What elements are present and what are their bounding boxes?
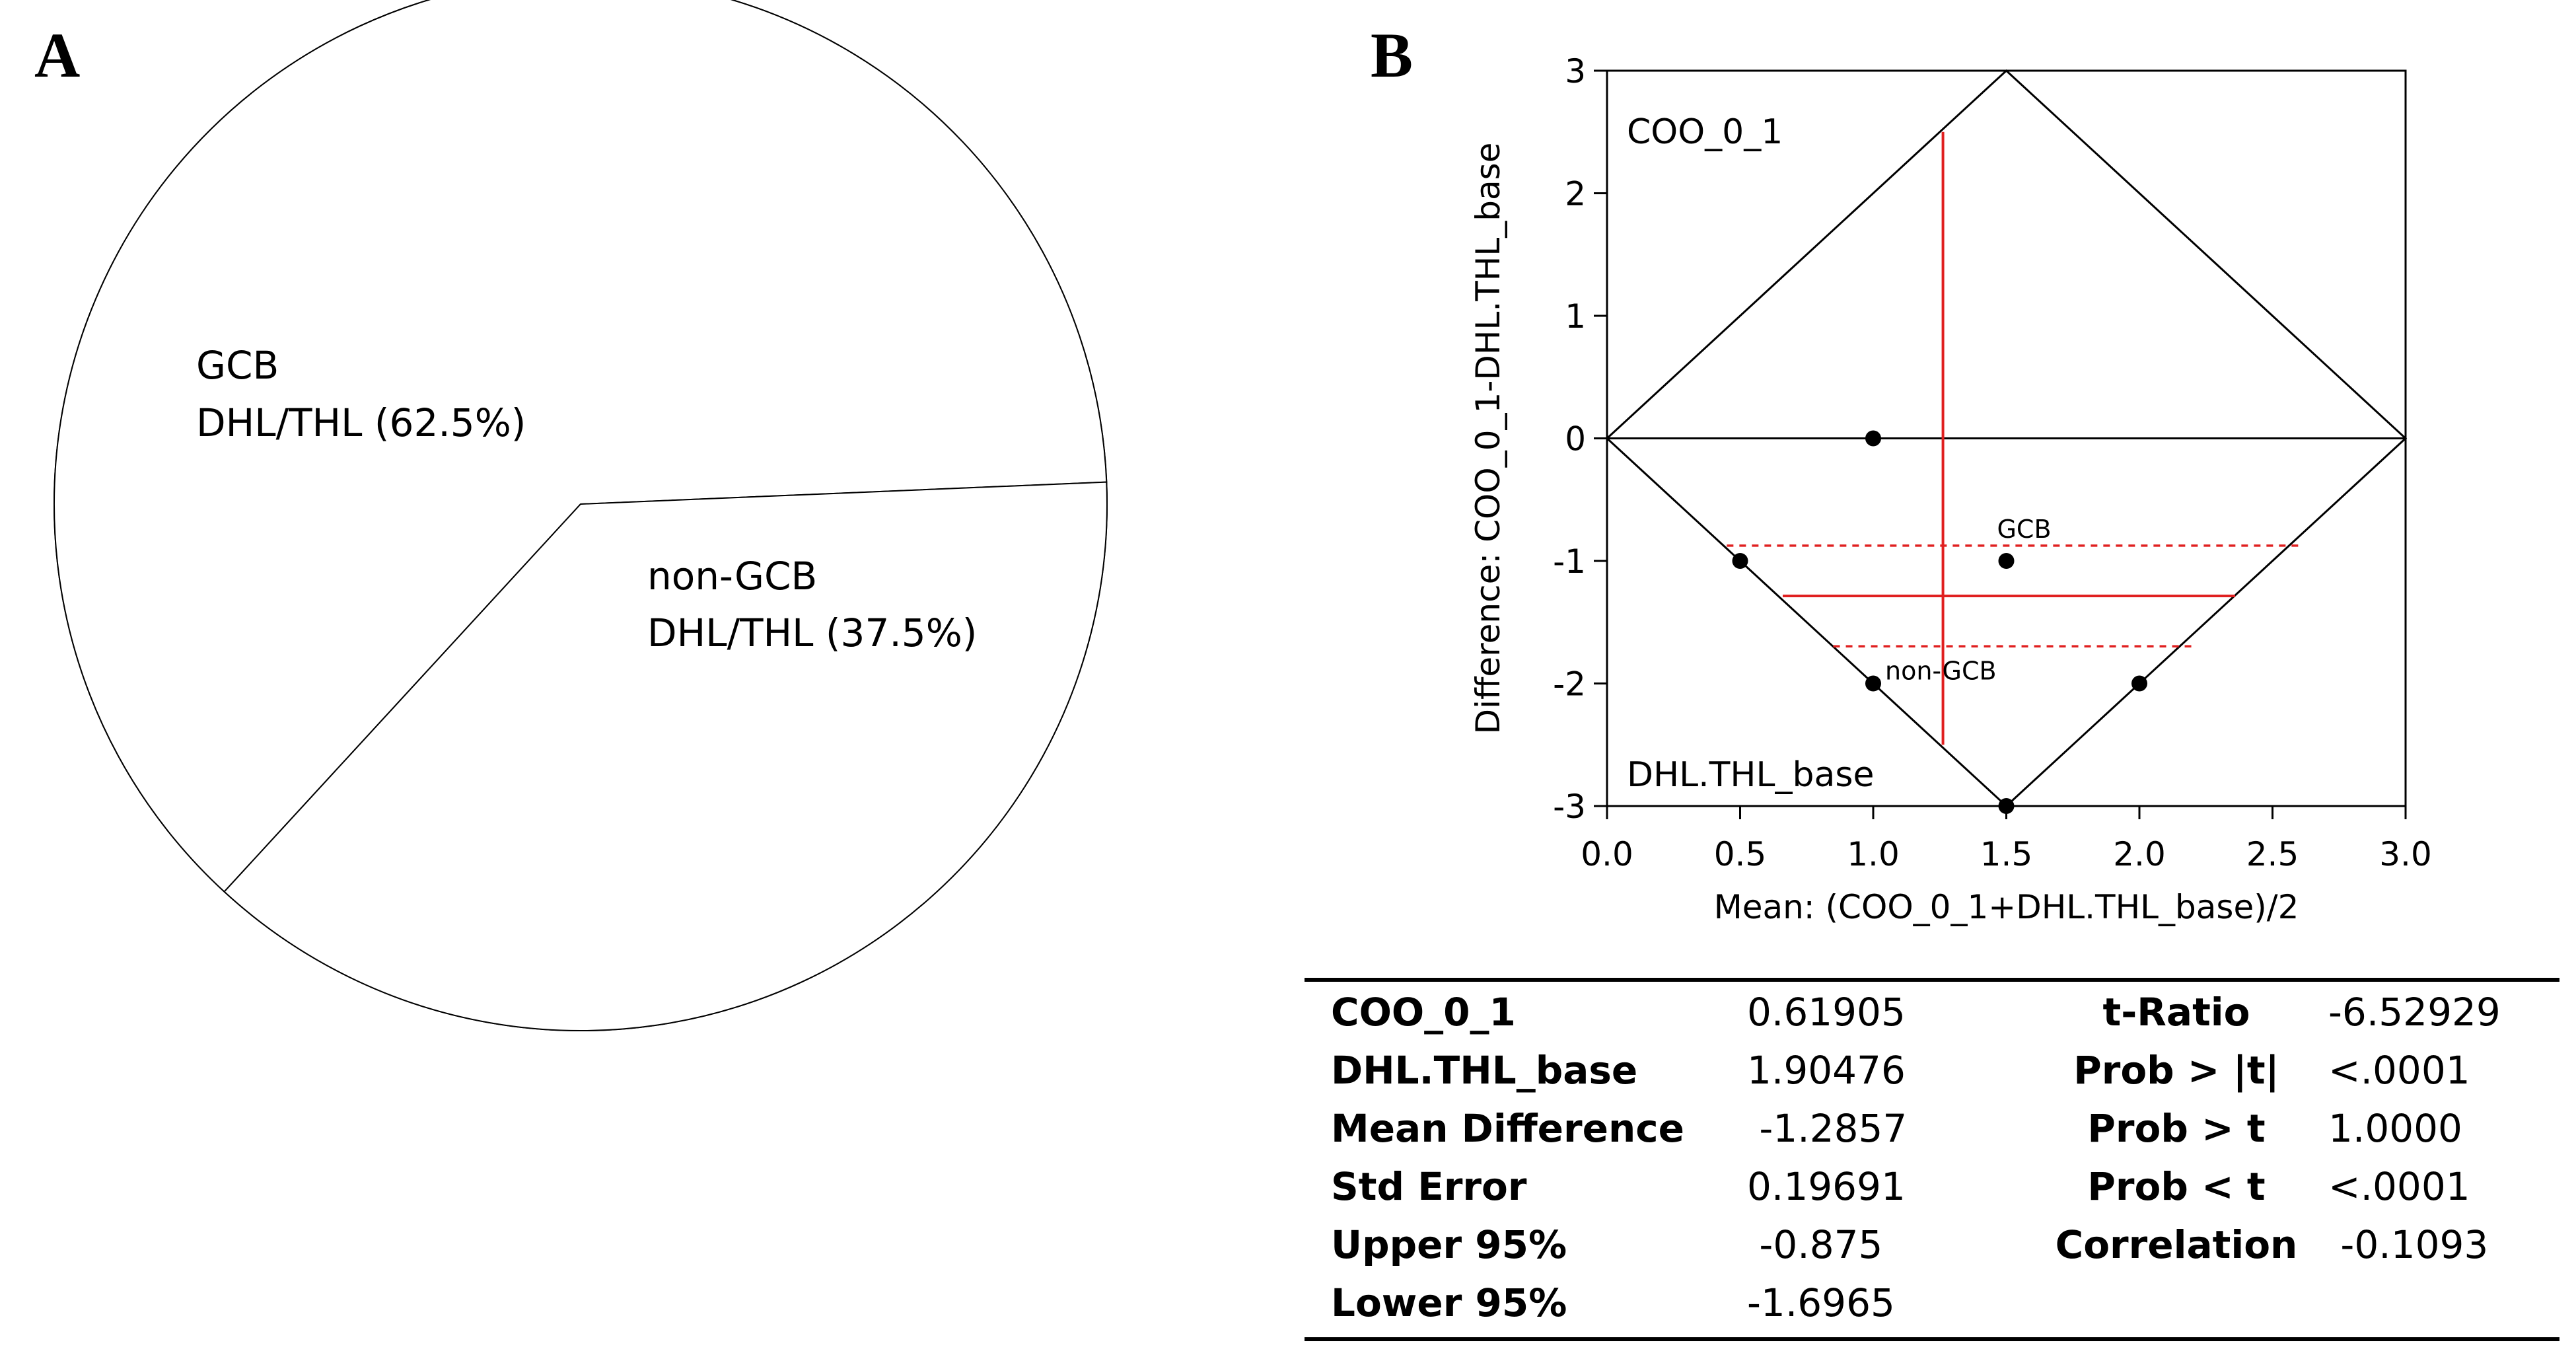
- table-row: COO_0_1 0.61905 t-Ratio -6.52929: [1305, 986, 2559, 1039]
- panel-b-letter: B: [1371, 20, 1413, 91]
- row-label: Std Error: [1331, 1164, 1527, 1209]
- pie-label-non-gcb-percent: DHL/THL (37.5%): [647, 610, 977, 655]
- row-value-2: -0.1093: [2328, 1222, 2489, 1267]
- y-tick-label: -1: [1553, 542, 1586, 581]
- table-row: Upper 95% -0.875 Correlation -0.1093: [1305, 1218, 2559, 1271]
- annotation-gcb: GCB: [1997, 515, 2051, 544]
- data-point: [2131, 675, 2147, 692]
- y-axis-label: Difference: COO_0_1-DHL.THL_base: [1469, 143, 1507, 735]
- row-label: Lower 95%: [1331, 1280, 1567, 1325]
- y-tick-label: 3: [1565, 52, 1586, 91]
- corner-label-top: COO_0_1: [1627, 112, 1783, 152]
- row-label: DHL.THL_base: [1331, 1048, 1638, 1093]
- x-tick-label: 1.5: [1980, 835, 2033, 873]
- table-bottom-rule: [1305, 1337, 2559, 1341]
- row-label: Mean Difference: [1331, 1106, 1684, 1151]
- x-tick-label: 3.0: [2379, 835, 2432, 873]
- x-axis-label: Mean: (COO_0_1+DHL.THL_base)/2: [1714, 888, 2299, 926]
- y-tick-label: 1: [1565, 297, 1586, 336]
- table-top-rule: [1305, 978, 2559, 982]
- x-tick-label: 1.0: [1847, 835, 1900, 873]
- pie-label-gcb-name: GCB: [196, 343, 279, 388]
- y-tick-label: 0: [1565, 420, 1586, 459]
- x-tick-label: 2.0: [2113, 835, 2166, 873]
- row-value: 1.90476: [1747, 1048, 1906, 1093]
- row-value: 0.61905: [1747, 990, 1906, 1035]
- x-tick-label: 0.5: [1714, 835, 1767, 873]
- annotation-non-gcb: non-GCB: [1885, 657, 1997, 686]
- data-point: [1732, 553, 1748, 569]
- row-label-2: Prob > |t|: [2073, 1048, 2279, 1093]
- data-point: [1865, 430, 1881, 447]
- corner-label-bottom: DHL.THL_base: [1627, 755, 1874, 795]
- row-label-2: Correlation: [2055, 1222, 2298, 1267]
- table-row: Std Error 0.19691 Prob < t <.0001: [1305, 1160, 2559, 1213]
- row-value-2: <.0001: [2328, 1048, 2470, 1093]
- pie-label-non-gcb-name: non-GCB: [647, 554, 817, 599]
- row-label-2: Prob < t: [2087, 1164, 2266, 1209]
- pie-slice-non-gcb: [223, 481, 1108, 1031]
- table-row: DHL.THL_base 1.90476 Prob > |t| <.0001: [1305, 1044, 2559, 1097]
- row-label-2: Prob > t: [2087, 1106, 2266, 1151]
- data-point: [1865, 675, 1881, 692]
- row-value: -1.6965: [1747, 1280, 1895, 1325]
- x-tick-label: 2.5: [2246, 835, 2299, 873]
- x-tick-label: 0.0: [1581, 835, 1633, 873]
- row-value: -0.875: [1747, 1222, 1883, 1267]
- y-tick-label: 2: [1565, 175, 1586, 213]
- row-value-2: <.0001: [2328, 1164, 2470, 1209]
- row-value: 0.19691: [1747, 1164, 1906, 1209]
- pie-slice-gcb: [54, 0, 1108, 893]
- y-tick-label: -3: [1553, 788, 1586, 826]
- pie-chart: GCB DHL/THL (62.5%) non-GCB DHL/THL (37.…: [54, 0, 1108, 1031]
- row-label: COO_0_1: [1331, 990, 1516, 1035]
- row-label-2: t-Ratio: [2102, 990, 2250, 1035]
- row-value-2: 1.0000: [2328, 1106, 2462, 1151]
- row-label: Upper 95%: [1331, 1222, 1567, 1267]
- data-point: [1998, 553, 2015, 569]
- panel-a-letter: A: [34, 20, 81, 91]
- y-tick-label: -2: [1553, 665, 1586, 704]
- table-row: Mean Difference -1.2857 Prob > t 1.0000: [1305, 1102, 2559, 1155]
- pie-label-gcb-percent: DHL/THL (62.5%): [196, 400, 526, 445]
- table-row: Lower 95% -1.6965: [1305, 1276, 2559, 1329]
- row-value-2: -6.52929: [2328, 990, 2501, 1035]
- row-value: -1.2857: [1747, 1106, 1908, 1151]
